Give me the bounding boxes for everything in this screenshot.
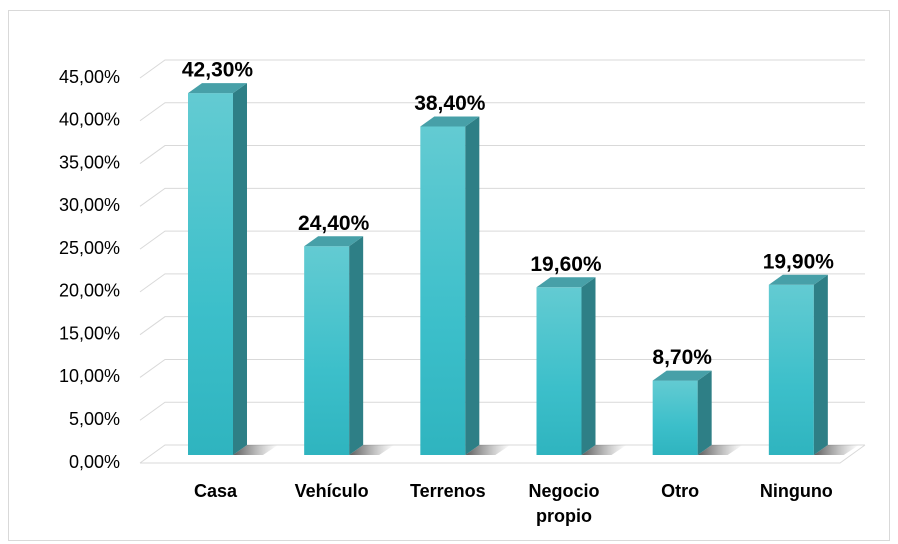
- y-tick-label: 25,00%: [59, 238, 120, 258]
- y-tick-label: 5,00%: [69, 409, 120, 429]
- y-tick-label: 15,00%: [59, 323, 120, 343]
- bar-top: [536, 277, 596, 288]
- bar: [652, 380, 698, 455]
- grid-line: [139, 145, 865, 164]
- bar-top: [188, 83, 247, 94]
- bar: [536, 287, 582, 455]
- bar: [420, 126, 466, 455]
- data-label: 8,70%: [652, 346, 712, 369]
- bar-top: [420, 116, 480, 127]
- floor: [140, 444, 866, 464]
- bar-side: [697, 370, 712, 455]
- bar-side: [233, 83, 247, 455]
- y-tick-label: 45,00%: [59, 67, 120, 87]
- bar-side: [581, 277, 596, 455]
- bar-top: [304, 236, 364, 247]
- y-tick-label: 20,00%: [59, 281, 120, 301]
- x-tick-label: Otro: [661, 481, 699, 501]
- x-tick-label: Negocio propio: [528, 481, 599, 526]
- grid-line: [139, 187, 865, 207]
- y-tick-label: 30,00%: [59, 195, 120, 215]
- data-label: 19,90%: [763, 250, 835, 273]
- grid-line: [139, 444, 865, 464]
- x-tick-label: Ninguno: [760, 481, 833, 501]
- x-tick-label: Vehículo: [295, 481, 369, 501]
- y-tick-label: 10,00%: [59, 366, 120, 386]
- grid-line: [139, 401, 865, 421]
- bar-shadow: [581, 445, 627, 455]
- data-label: 19,60%: [530, 253, 602, 276]
- y-tick-label: 40,00%: [59, 110, 120, 130]
- bar: [304, 246, 350, 455]
- y-tick-label: 35,00%: [59, 152, 120, 172]
- grid-line: [139, 59, 865, 79]
- grid-line: [139, 273, 865, 293]
- x-tick-label: Casa: [194, 481, 238, 501]
- bar-side: [349, 236, 364, 455]
- bar-side: [813, 274, 828, 455]
- grid-line: [139, 102, 865, 122]
- bar-shadow: [465, 445, 511, 455]
- y-tick-label: 0,00%: [69, 452, 120, 472]
- data-label: 38,40%: [414, 92, 486, 115]
- data-label: 42,30%: [182, 59, 254, 82]
- bar: [768, 284, 814, 455]
- bar-shadow: [813, 445, 859, 455]
- grid-line: [139, 230, 865, 250]
- bar-top: [652, 370, 712, 381]
- bar-side: [465, 116, 480, 455]
- bar-shadow: [233, 445, 278, 455]
- bar-top: [768, 274, 828, 285]
- grid-line: [139, 316, 865, 336]
- bar: [188, 93, 233, 455]
- bar-shadow: [697, 445, 743, 455]
- data-label: 24,40%: [298, 212, 370, 235]
- bar-shadow: [349, 445, 395, 455]
- x-tick-label: Terrenos: [410, 481, 486, 501]
- grid-line: [139, 358, 865, 378]
